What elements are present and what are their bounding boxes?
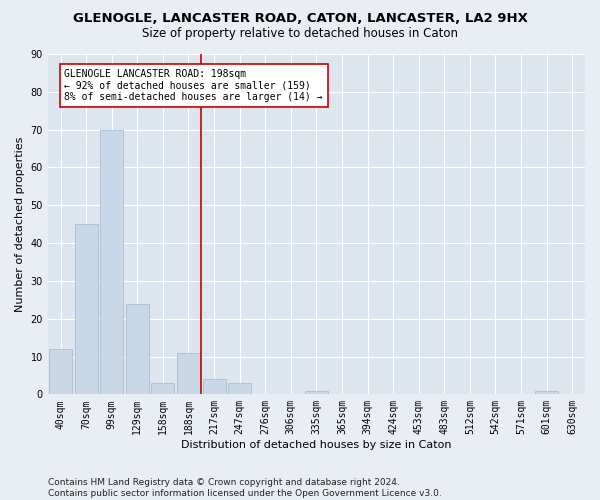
X-axis label: Distribution of detached houses by size in Caton: Distribution of detached houses by size … bbox=[181, 440, 452, 450]
Bar bbox=[126, 304, 149, 394]
Y-axis label: Number of detached properties: Number of detached properties bbox=[15, 136, 25, 312]
Bar bbox=[151, 383, 175, 394]
Bar bbox=[305, 390, 328, 394]
Bar bbox=[203, 379, 226, 394]
Text: GLENOGLE LANCASTER ROAD: 198sqm
← 92% of detached houses are smaller (159)
8% of: GLENOGLE LANCASTER ROAD: 198sqm ← 92% of… bbox=[64, 69, 323, 102]
Text: GLENOGLE, LANCASTER ROAD, CATON, LANCASTER, LA2 9HX: GLENOGLE, LANCASTER ROAD, CATON, LANCAST… bbox=[73, 12, 527, 26]
Bar bbox=[535, 390, 558, 394]
Text: Size of property relative to detached houses in Caton: Size of property relative to detached ho… bbox=[142, 28, 458, 40]
Bar bbox=[74, 224, 98, 394]
Bar bbox=[100, 130, 123, 394]
Bar bbox=[177, 352, 200, 395]
Bar bbox=[49, 349, 72, 395]
Bar bbox=[228, 383, 251, 394]
Text: Contains HM Land Registry data © Crown copyright and database right 2024.
Contai: Contains HM Land Registry data © Crown c… bbox=[48, 478, 442, 498]
